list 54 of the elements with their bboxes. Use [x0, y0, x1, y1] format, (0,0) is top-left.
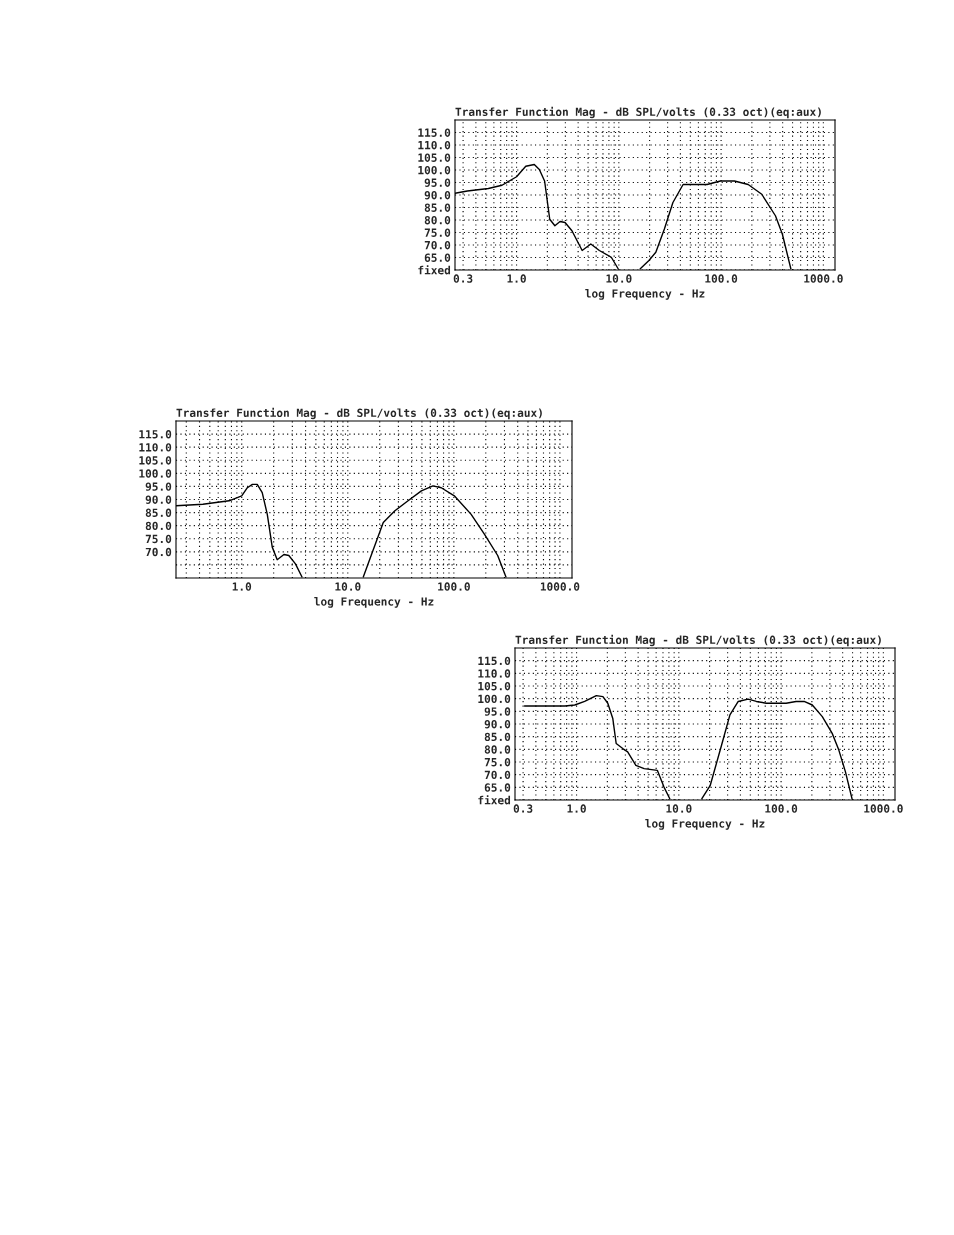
- y-tick-label: 95.0: [484, 707, 511, 716]
- x-tick-label: 1.0: [507, 274, 526, 283]
- y-tick-label: 75.0: [484, 757, 511, 767]
- x-tick-label: 1000.0: [864, 804, 903, 813]
- y-tick-label: 70.0: [484, 770, 511, 780]
- y-tick-label: 100.0: [139, 469, 172, 478]
- y-tick-label: 70.0: [424, 240, 451, 250]
- y-tick-label: 65.0: [424, 253, 451, 262]
- y-tick-label: 70.0: [145, 547, 172, 557]
- x-tick-label: 100.0: [765, 804, 798, 813]
- y-tick-label: 75.0: [145, 534, 172, 544]
- chart-title: Transfer Function Mag - dB SPL/volts (0.33 oct)(eq:aux): [455, 106, 821, 119]
- y-tick-label: 90.0: [484, 719, 511, 729]
- y-tick-label: 80.0: [484, 745, 511, 754]
- y-tick-label: fixed: [418, 265, 451, 275]
- y-tick-label: 65.0: [484, 783, 511, 792]
- x-tick-label: 1.0: [232, 582, 252, 591]
- y-tick-label: 115.0: [478, 656, 511, 666]
- x-tick-label: 1.0: [567, 804, 586, 813]
- x-axis-title: log Frequency - Hz: [645, 819, 765, 830]
- x-axis-title: log Frequency - Hz: [314, 597, 434, 608]
- x-tick-label: 100.0: [705, 274, 738, 283]
- y-tick-label: fixed: [478, 795, 511, 805]
- y-tick-label: 80.0: [145, 521, 172, 531]
- chart-title: Transfer Function Mag - dB SPL/volts (0.33 oct)(eq:aux): [515, 634, 881, 647]
- x-axis-title: log Frequency - Hz: [585, 289, 705, 300]
- chart-title: Transfer Function Mag - dB SPL/volts (0.33 oct)(eq:aux): [176, 407, 542, 420]
- y-tick-label: 95.0: [145, 482, 172, 491]
- x-tick-label: 10.0: [606, 274, 632, 283]
- y-tick-label: 90.0: [145, 495, 172, 504]
- x-tick-label: 0.3: [513, 804, 533, 813]
- y-tick-label: 85.0: [145, 508, 172, 517]
- y-tick-label: 85.0: [424, 203, 451, 212]
- y-tick-label: 85.0: [484, 732, 511, 742]
- y-tick-label: 115.0: [418, 128, 451, 137]
- y-tick-label: 110.0: [418, 140, 451, 150]
- y-tick-label: 95.0: [424, 178, 451, 187]
- y-tick-label: 80.0: [424, 215, 451, 225]
- y-tick-label: 105.0: [139, 456, 172, 465]
- y-tick-label: 100.0: [418, 165, 451, 175]
- y-tick-label: 110.0: [478, 669, 511, 678]
- y-tick-label: 90.0: [424, 190, 451, 200]
- x-tick-label: 1000.0: [540, 582, 580, 591]
- y-tick-label: 105.0: [478, 681, 511, 691]
- x-tick-label: 10.0: [335, 582, 361, 591]
- x-tick-label: 10.0: [666, 804, 692, 813]
- y-tick-label: 100.0: [478, 694, 511, 704]
- y-tick-label: 75.0: [424, 228, 451, 237]
- x-tick-label: 100.0: [438, 582, 470, 591]
- y-tick-label: 105.0: [418, 153, 451, 162]
- x-tick-label: 0.3: [453, 274, 473, 283]
- x-tick-label: 1000.0: [804, 274, 843, 283]
- y-tick-label: 110.0: [139, 443, 172, 452]
- y-tick-label: 115.0: [139, 430, 172, 439]
